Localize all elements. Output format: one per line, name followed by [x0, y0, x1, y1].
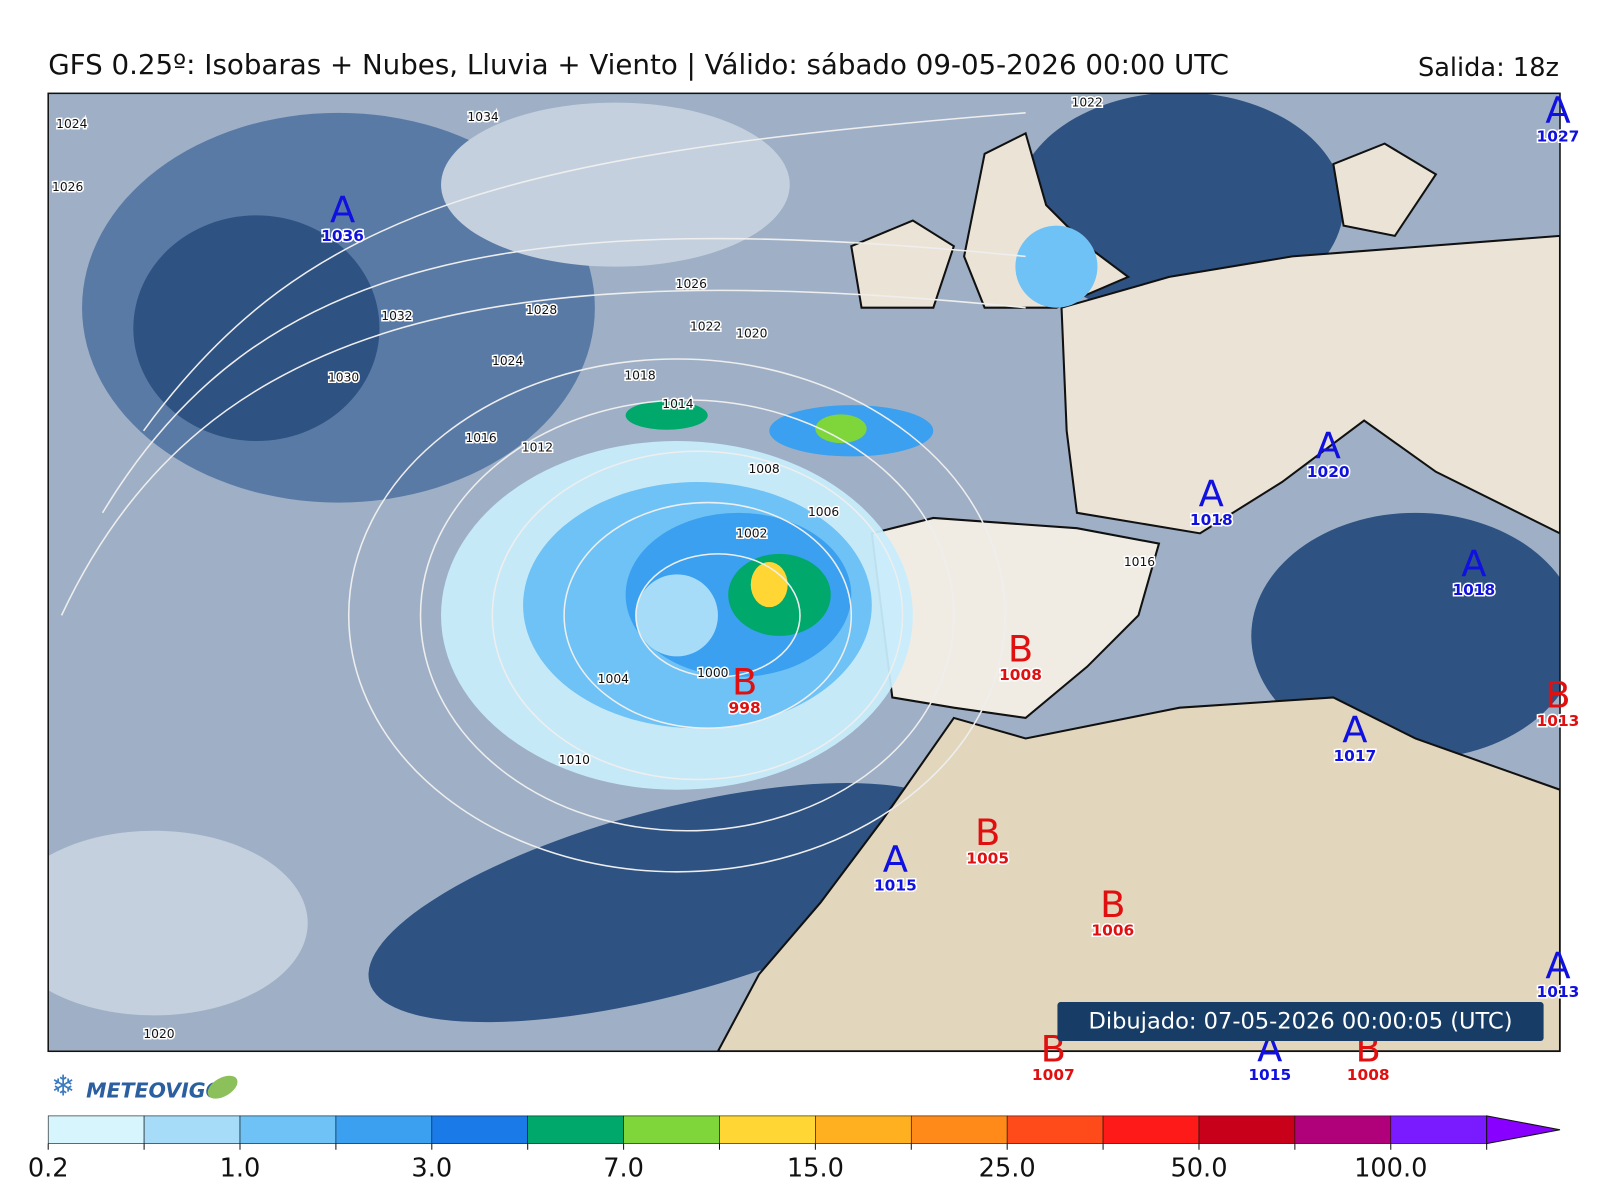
colorbar-segment	[1006, 1115, 1104, 1144]
colorbar-segment	[1198, 1115, 1296, 1144]
isobar-label: 1020	[736, 326, 767, 340]
center-symbol: A	[330, 189, 355, 232]
isobar-label: 1004	[598, 672, 629, 686]
center-value: 1015	[1248, 1066, 1291, 1084]
isobar-label: 1000	[697, 666, 728, 680]
colorbar-segment	[431, 1115, 528, 1144]
colorbar-segment	[527, 1115, 624, 1144]
isobar-label: 1006	[808, 505, 839, 519]
center-symbol: A	[1545, 944, 1570, 987]
center-symbol: B	[1545, 674, 1570, 717]
isobar-label: 1026	[676, 277, 707, 291]
colorbar-label: 25.0	[979, 1153, 1036, 1183]
colorbar-label: 100.0	[1354, 1153, 1427, 1183]
isobar-label: 1014	[662, 397, 693, 411]
center-symbol: B	[1008, 628, 1033, 671]
map	[48, 93, 1560, 1052]
center-symbol: B	[975, 811, 1000, 854]
colorbar-label: 0.2	[28, 1153, 69, 1183]
colorbar-segment	[335, 1115, 433, 1144]
isobar-label: 1024	[492, 354, 523, 368]
isobar-label: 1012	[522, 440, 553, 454]
isobar-label: 1022	[1072, 96, 1103, 110]
center-symbol: A	[1342, 709, 1367, 752]
title: GFS 0.25º: Isobaras + Nubes, Lluvia + Vi…	[48, 48, 1229, 81]
center-value: 1007	[1032, 1066, 1075, 1084]
isobar-labels: 1034 1024 1026 1032 1030 1028 1026 1022 …	[51, 94, 1157, 1042]
isobar-label: 1002	[736, 526, 767, 540]
logo-text: METEOVIGO	[86, 1078, 223, 1102]
drawn-label: Dibujado: 07-05-2026 00:00:05 (UTC)	[1088, 1009, 1512, 1035]
colorbar-segment	[1294, 1115, 1392, 1144]
isobar-label: 1010	[559, 753, 590, 767]
center-value: 998	[729, 699, 761, 717]
colorbar-segment	[239, 1115, 337, 1144]
center-value: 1027	[1537, 128, 1580, 146]
map-frame	[47, 92, 1561, 1053]
isobar-label: 1034	[467, 110, 498, 124]
center-value: 1013	[1537, 712, 1580, 730]
colorbar-segment	[143, 1115, 241, 1144]
center-value: 1006	[1091, 921, 1134, 939]
center-symbol: A	[1461, 542, 1486, 585]
isobar-label: 1016	[465, 431, 496, 445]
isobar-label: 1026	[52, 180, 83, 194]
center-value: 1013	[1537, 983, 1580, 1001]
center-value: 1018	[1452, 581, 1495, 599]
logo-leaf	[207, 1075, 238, 1099]
colorbar-label: 50.0	[1170, 1153, 1227, 1183]
colorbar-label: 1.0	[220, 1153, 261, 1183]
isobar-label: 1024	[56, 117, 87, 131]
colorbar-label: 15.0	[787, 1153, 844, 1183]
colorbar-label: 3.0	[411, 1153, 452, 1183]
colorbar-segment	[47, 1115, 145, 1144]
colorbar: 0.2 1.0 3.0 7.0 15.0 25.0 50.0 100.0	[28, 1115, 1561, 1183]
center-value: 1036	[321, 227, 364, 245]
center-value: 1008	[1347, 1066, 1390, 1084]
pressure-centers: A1036B998B1008A1018A1020A1018B1013A1017A…	[320, 89, 1581, 1085]
isobar-label: 1016	[1124, 555, 1155, 569]
center-value: 1005	[966, 850, 1009, 868]
isobar-label: 1020	[143, 1027, 174, 1041]
center-value: 1015	[874, 876, 917, 894]
center-value: 1018	[1190, 511, 1233, 529]
center-symbol: A	[883, 838, 908, 881]
isobar-label: 1028	[526, 303, 557, 317]
isobar-label: 1008	[748, 462, 779, 476]
center-symbol: B	[1100, 883, 1125, 926]
isobars	[60, 112, 1026, 873]
isobar-label: 1032	[381, 309, 412, 323]
center-symbol: A	[1545, 89, 1570, 132]
center-symbol: B	[732, 660, 757, 703]
colorbar-segment	[623, 1115, 720, 1144]
isobar-label: 1030	[328, 371, 359, 385]
center-symbol: A	[1316, 424, 1341, 467]
center-symbol: A	[1199, 473, 1224, 516]
colorbar-label: 7.0	[603, 1153, 644, 1183]
isobar-label: 1022	[690, 319, 721, 333]
isobar-label: 1018	[624, 368, 655, 382]
colorbar-segment	[1102, 1115, 1200, 1144]
colorbar-extend	[1486, 1115, 1561, 1145]
colorbar-segment	[910, 1115, 1008, 1144]
colorbar-segment	[719, 1115, 816, 1144]
center-value: 1017	[1333, 747, 1376, 765]
drawn-box	[1057, 1002, 1544, 1042]
colorbar-segment	[1390, 1115, 1487, 1144]
run-label: Salida: 18z	[1418, 53, 1559, 83]
colorbar-segment	[815, 1115, 912, 1144]
center-value: 1008	[999, 666, 1042, 684]
logo-icon: ❄	[51, 1068, 75, 1102]
center-value: 1020	[1307, 463, 1350, 481]
